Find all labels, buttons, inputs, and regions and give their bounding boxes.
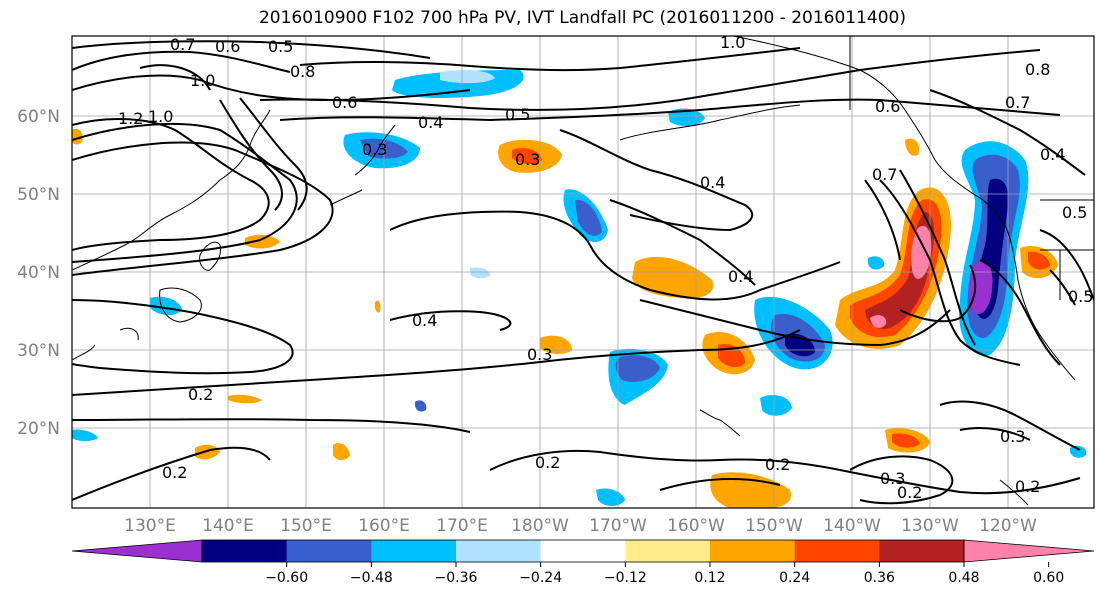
contour-label: 0.8 <box>1025 60 1050 79</box>
contour-label: 0.4 <box>412 311 437 330</box>
contour-label: 0.4 <box>418 113 443 132</box>
contour-label: 0.2 <box>535 453 560 472</box>
colorbar-cell <box>371 540 457 562</box>
contour-label: 0.8 <box>290 62 315 81</box>
contour-label: 0.5 <box>1062 203 1087 222</box>
colorbar-tick-label: 0.24 <box>779 570 810 586</box>
colorbar: −0.60 −0.48 −0.36 −0.24 −0.12 0.12 0.24 0.36 0.4… <box>71 539 1095 586</box>
map-title: 2016010900 F102 700 hPa PV, IVT Landfall… <box>258 8 906 28</box>
colorbar-cell <box>794 540 880 562</box>
contour-label: 0.6 <box>332 93 357 112</box>
pv-contours <box>72 40 1094 505</box>
contour-label: 0.3 <box>515 150 540 169</box>
latitude-labels: 60°N 50°N 40°N 30°N 20°N <box>17 107 60 439</box>
colorbar-cell <box>456 540 542 562</box>
colorbar-tick-label: 0.12 <box>694 570 725 586</box>
contour-label: 1.2 <box>118 109 143 128</box>
colorbar-tick-label: −0.60 <box>265 570 308 586</box>
colorbar-tick-label: −0.24 <box>519 570 562 586</box>
colorbar-tick-label: −0.36 <box>435 570 478 586</box>
contour-label: 0.5 <box>1068 287 1093 306</box>
colorbar-tick-label: 0.60 <box>1033 570 1064 586</box>
colorbar-tick-label: 0.36 <box>864 570 895 586</box>
lon-label: 170°E <box>436 516 488 536</box>
map-area: 0.7 0.6 0.5 1.0 0.8 1.0 1.2 1.0 0.6 0.5 … <box>72 33 1094 508</box>
lon-label: 150°E <box>280 516 332 536</box>
contour-label: 0.3 <box>362 140 387 159</box>
lon-label: 140°W <box>823 516 881 536</box>
contour-label: 0.3 <box>880 469 905 488</box>
lat-label: 60°N <box>17 107 60 127</box>
contour-label: 0.3 <box>1000 427 1025 446</box>
lat-label: 50°N <box>17 185 60 205</box>
colorbar-cell <box>540 540 626 562</box>
contour-label: 1.0 <box>148 107 173 126</box>
contour-label: 0.4 <box>700 173 725 192</box>
colorbar-cell <box>286 540 372 562</box>
lat-label: 30°N <box>17 341 60 361</box>
contour-label: 0.3 <box>527 345 552 364</box>
contour-label: 0.6 <box>215 37 240 56</box>
contour-label: 0.2 <box>897 483 922 502</box>
lon-label: 170°W <box>589 516 647 536</box>
contour-label: 0.2 <box>188 385 213 404</box>
colorbar-tick-label: −0.12 <box>604 570 647 586</box>
contour-label: 0.7 <box>170 35 195 54</box>
lon-label: 160°W <box>667 516 725 536</box>
contour-label: 0.5 <box>505 105 530 124</box>
contour-label: 1.0 <box>190 71 215 90</box>
lon-label: 150°W <box>745 516 803 536</box>
colorbar-extend-high <box>963 539 1095 563</box>
colorbar-cell <box>879 540 965 562</box>
lon-label: 160°E <box>358 516 410 536</box>
colorbar-cell <box>710 540 796 562</box>
contour-label: 1.0 <box>720 33 745 52</box>
contour-label: 0.4 <box>728 267 753 286</box>
colorbar-tick-label: −0.48 <box>350 570 393 586</box>
contour-label: 0.5 <box>268 37 293 56</box>
colorbar-cell <box>202 540 288 562</box>
contour-label: 0.7 <box>1005 93 1030 112</box>
lat-label: 40°N <box>17 263 60 283</box>
contour-label: 0.7 <box>872 165 897 184</box>
lon-label: 180°W <box>511 516 569 536</box>
longitude-labels: 130°E 140°E 150°E 160°E 170°E 180°W 170°… <box>124 516 1037 536</box>
map-frame <box>71 35 1095 509</box>
colorbar-extend-low <box>71 539 203 563</box>
lon-label: 140°E <box>202 516 254 536</box>
contour-label: 0.6 <box>875 97 900 116</box>
lon-label: 120°W <box>979 516 1037 536</box>
contour-labels: 0.7 0.6 0.5 1.0 0.8 1.0 1.2 1.0 0.6 0.5 … <box>118 33 1093 502</box>
lon-label: 130°E <box>124 516 176 536</box>
colorbar-cell <box>625 540 711 562</box>
contour-label: 0.2 <box>1015 477 1040 496</box>
contour-label: 0.2 <box>765 455 790 474</box>
lat-label: 20°N <box>17 419 60 439</box>
colorbar-tick-label: 0.48 <box>948 570 979 586</box>
contour-label: 0.4 <box>1040 145 1065 164</box>
contour-label: 0.2 <box>162 463 187 482</box>
lon-label: 130°W <box>901 516 959 536</box>
